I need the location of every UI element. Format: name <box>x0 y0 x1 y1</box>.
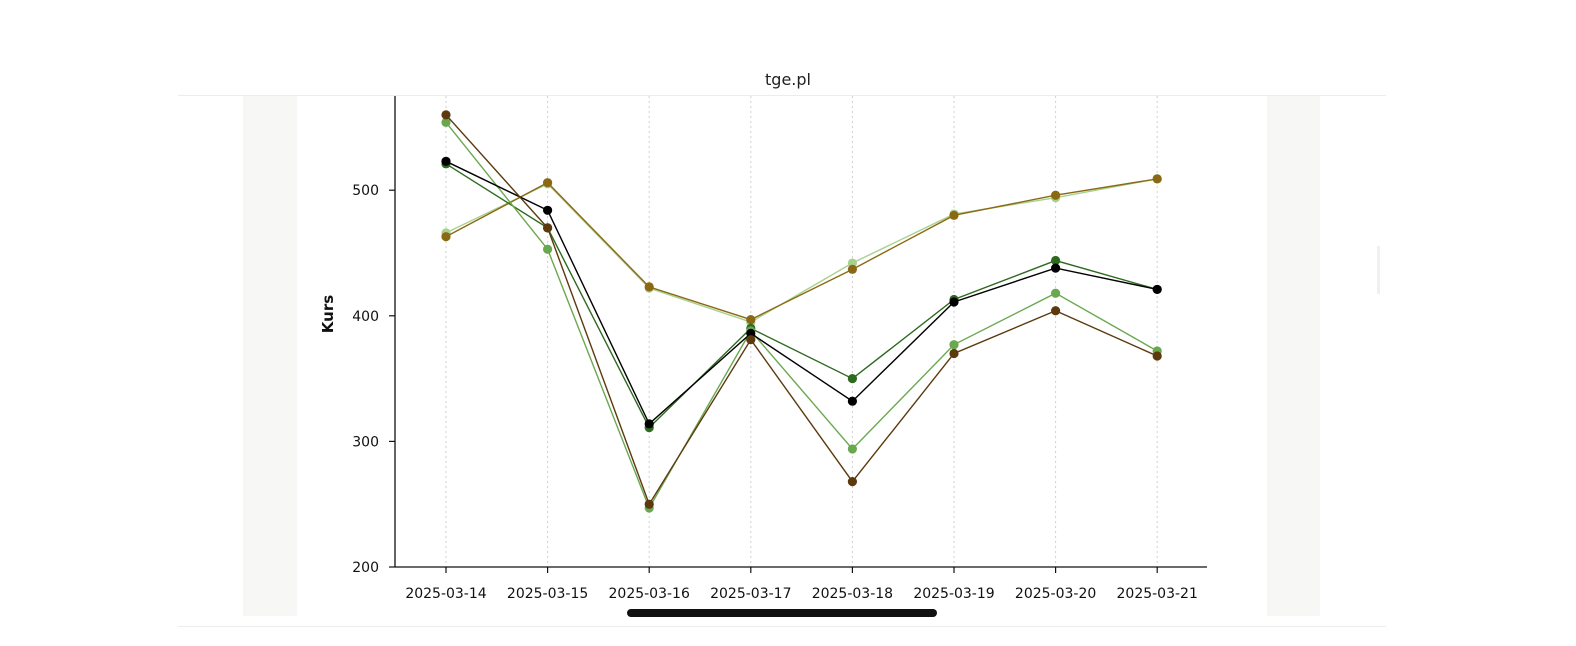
left-panel-shade <box>243 96 297 616</box>
data-point <box>949 297 959 307</box>
data-point <box>441 156 451 166</box>
data-point <box>949 340 959 350</box>
right-panel-shade <box>1267 96 1320 616</box>
axis-layer: Kurs <box>319 96 1207 568</box>
data-point <box>441 110 451 120</box>
x-tick-label: 2025-03-14 <box>405 586 486 602</box>
series-6 <box>441 110 1162 509</box>
data-point <box>1152 284 1162 295</box>
data-point <box>644 499 654 509</box>
x-tick-label: 2025-03-18 <box>812 586 893 602</box>
chart-frame <box>178 95 1386 627</box>
data-point <box>847 476 858 487</box>
data-point <box>543 223 553 233</box>
data-point <box>847 374 858 384</box>
series-5 <box>441 156 1162 429</box>
grid-layer <box>445 96 1158 567</box>
x-tick-label: 2025-03-21 <box>1117 586 1198 602</box>
data-point <box>441 117 451 127</box>
data-point <box>1051 190 1061 200</box>
y-tick-label: 500 <box>352 183 379 199</box>
x-tick-label: 2025-03-20 <box>1015 586 1096 602</box>
data-point <box>746 335 756 345</box>
x-tick-label: 2025-03-15 <box>507 586 588 602</box>
data-point <box>644 282 654 292</box>
y-tick-label: 300 <box>352 434 379 450</box>
data-point <box>543 205 553 215</box>
data-point <box>1051 255 1061 266</box>
series-line <box>445 121 1158 510</box>
data-point <box>1152 174 1162 184</box>
data-point <box>746 314 756 325</box>
data-point <box>1051 288 1061 298</box>
horizontal-scrollbar-thumb[interactable] <box>627 609 937 617</box>
series-2 <box>441 174 1162 325</box>
y-axis-title: Kurs <box>319 295 337 333</box>
series-line <box>445 114 1158 506</box>
data-point <box>847 264 858 274</box>
data-point <box>543 244 553 254</box>
series-4 <box>441 117 1162 513</box>
series-line <box>445 160 1158 425</box>
ticks-layer: 2025-03-14 2025-03-15 2025-03-16 2025-03-17… <box>352 183 1198 602</box>
data-point <box>543 178 553 188</box>
data-point <box>644 419 654 429</box>
data-point <box>847 444 858 454</box>
series-line <box>445 163 1158 429</box>
chart-title: tge.pl <box>765 70 811 89</box>
data-point <box>847 396 858 406</box>
series-line <box>445 178 1158 323</box>
series-line <box>445 178 1158 321</box>
x-tick-label: 2025-03-17 <box>710 586 791 602</box>
data-point <box>949 348 959 359</box>
data-point <box>1152 351 1162 361</box>
data-point <box>1051 306 1061 316</box>
data-point <box>949 210 959 220</box>
x-tick-label: 2025-03-16 <box>609 586 690 602</box>
data-point <box>441 232 451 242</box>
y-tick-label: 400 <box>352 309 379 325</box>
right-edge-marker <box>1377 246 1380 294</box>
data-point <box>1051 263 1061 273</box>
y-tick-label: 200 <box>352 560 379 576</box>
series-layer <box>441 110 1162 513</box>
x-tick-label: 2025-03-19 <box>913 586 994 602</box>
